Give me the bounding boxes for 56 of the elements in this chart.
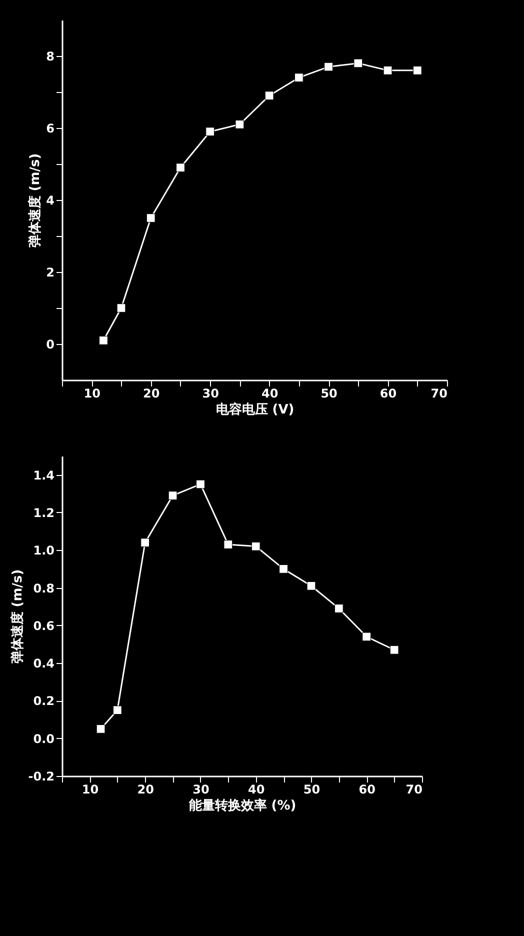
point bbox=[294, 73, 304, 82]
point bbox=[206, 127, 215, 136]
point bbox=[362, 632, 372, 642]
x-tick-label: 30 bbox=[202, 386, 219, 400]
y-tick-label: 1.0 bbox=[33, 544, 54, 558]
x-tick-label: 70 bbox=[430, 386, 448, 400]
x-tick-label: 10 bbox=[84, 386, 100, 400]
x-tick-label: 30 bbox=[192, 782, 210, 796]
y-tick-label: 2 bbox=[46, 266, 54, 280]
point bbox=[251, 542, 260, 551]
x-tick-label: 60 bbox=[380, 386, 397, 400]
point bbox=[99, 336, 108, 345]
point bbox=[140, 538, 150, 548]
x-axis-title: 电容电压 (V) bbox=[216, 402, 294, 418]
point bbox=[224, 540, 233, 549]
x-axis-title: 能量转换效率 (%) bbox=[188, 798, 296, 814]
x-tick-label: 40 bbox=[261, 386, 278, 400]
y-tick-label: 4 bbox=[46, 194, 54, 208]
y-tick-label: 0 bbox=[46, 338, 54, 352]
point bbox=[334, 604, 344, 613]
point bbox=[324, 62, 333, 72]
y-tick-label: 0.6 bbox=[33, 618, 54, 633]
point bbox=[168, 491, 178, 500]
point bbox=[412, 66, 422, 75]
x-tick-label: 50 bbox=[320, 386, 338, 400]
y-tick-label: 0.4 bbox=[33, 656, 54, 671]
y-tick-label: 8 bbox=[46, 50, 54, 64]
x-tick-label: 10 bbox=[82, 782, 99, 796]
x-tick-label: 20 bbox=[142, 386, 160, 400]
y-tick-label: 0.0 bbox=[33, 732, 54, 746]
point bbox=[354, 58, 363, 68]
point bbox=[383, 66, 392, 75]
point bbox=[390, 645, 399, 654]
point bbox=[146, 214, 156, 222]
y-axis-title: 弹体速度 (m/s) bbox=[9, 569, 26, 664]
point bbox=[96, 724, 106, 734]
y-axis-title: 弹体速度 (m/s) bbox=[27, 153, 44, 248]
y-tick-label: 0.8 bbox=[33, 581, 54, 596]
y-tick-label: 1.2 bbox=[33, 506, 54, 520]
point bbox=[116, 304, 126, 312]
x-tick-label: 40 bbox=[248, 782, 265, 796]
point bbox=[196, 480, 205, 489]
point bbox=[112, 706, 122, 715]
x-tick-label: 60 bbox=[358, 782, 376, 796]
point bbox=[235, 120, 244, 129]
x-tick-label: 20 bbox=[137, 782, 154, 796]
x-tick-label: 50 bbox=[303, 782, 320, 796]
y-tick-label: 6 bbox=[46, 122, 54, 136]
y-tick-label: 0.2 bbox=[33, 694, 54, 708]
point bbox=[306, 581, 316, 590]
y-tick-label: -0.2 bbox=[28, 770, 54, 784]
point bbox=[176, 163, 185, 172]
point bbox=[264, 91, 274, 100]
y-tick-label: 1.4 bbox=[33, 468, 54, 482]
point bbox=[279, 564, 288, 574]
x-tick-label: 70 bbox=[406, 782, 422, 796]
